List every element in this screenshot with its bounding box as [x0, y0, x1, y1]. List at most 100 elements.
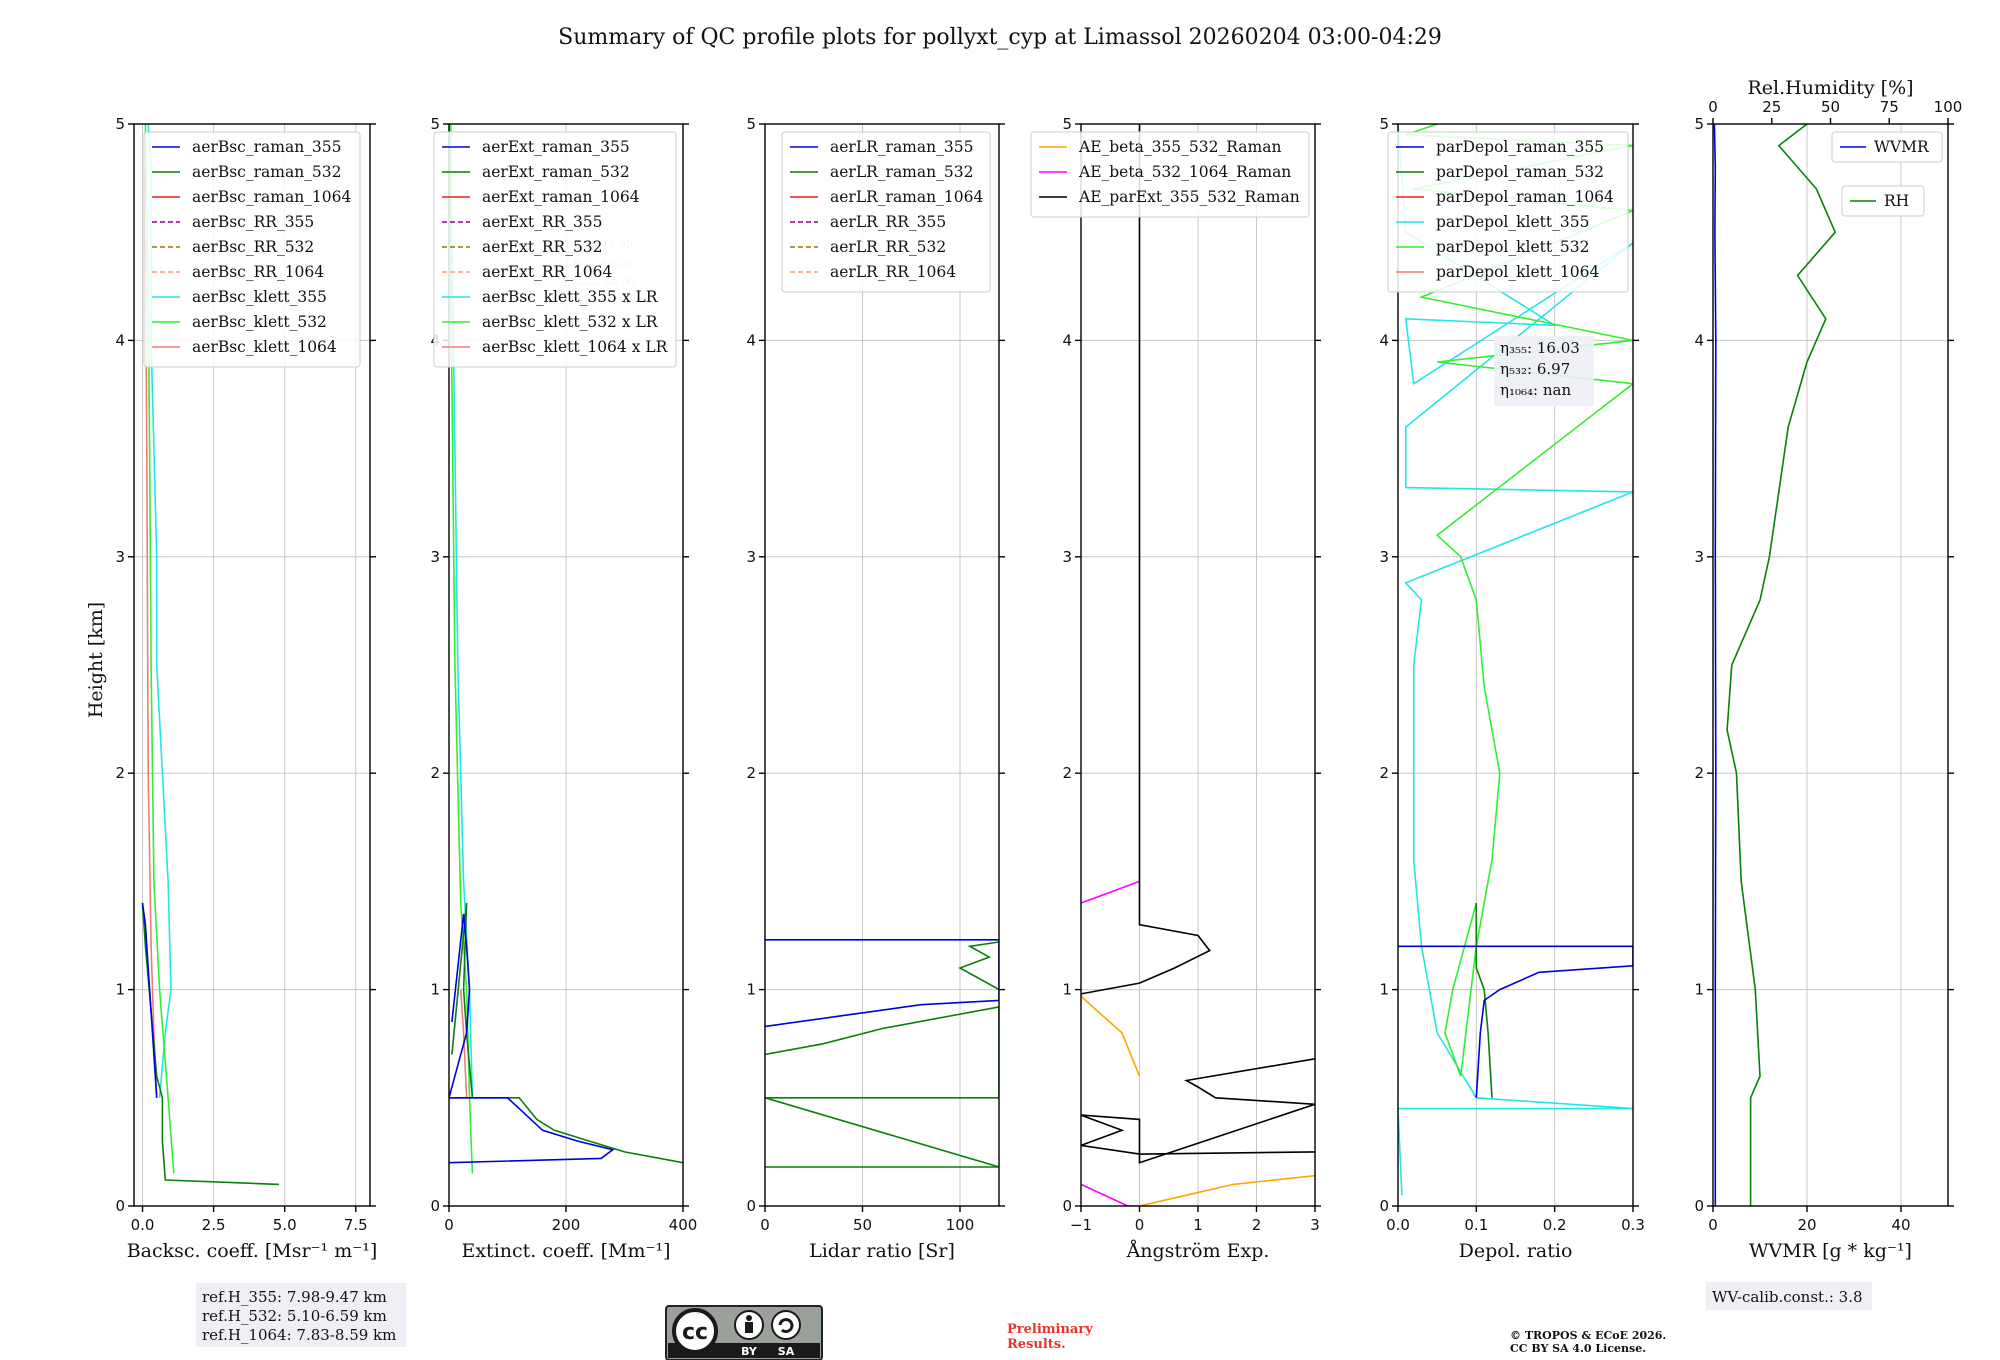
x-tick-label: 0.0: [1386, 1216, 1410, 1234]
y-tick-label: 0: [1062, 1197, 1072, 1215]
series-line-parDepol_raman_355: [1398, 945, 1633, 1098]
series-line-parDepol_raman_532: [1475, 903, 1493, 1098]
legend-label: aerExt_raman_355: [482, 138, 630, 156]
x-axis-label-ae: Ångström Exp.: [1126, 1240, 1270, 1262]
cc-sa-label: SA: [778, 1345, 795, 1358]
y-tick-label: 0: [746, 1197, 756, 1215]
panel-ext: 0123450200400Extinct. coeff. [Mm⁻¹]aerEx…: [430, 115, 697, 1262]
y-tick-label: 4: [1062, 331, 1072, 349]
y-tick-label: 3: [746, 548, 756, 566]
share-alike-icon: [771, 1310, 801, 1340]
y-tick-label: 1: [115, 981, 125, 999]
cc-logo-text: cc: [682, 1320, 708, 1345]
ref-height-1064: ref.H_1064: 7.83-8.59 km: [202, 1326, 396, 1344]
y-tick-label: 5: [1694, 115, 1704, 133]
eta-annotation: η₅₃₂: 6.97: [1500, 360, 1570, 378]
y-axis-label: Height [km]: [85, 602, 107, 718]
series-line-WVMR: [1713, 124, 1717, 1206]
legend-label: aerExt_RR_532: [482, 238, 603, 256]
x-tick-label: 5.0: [273, 1216, 297, 1234]
x-tick-label: 1: [1193, 1216, 1203, 1234]
legend-label: AE_parExt_355_532_Raman: [1078, 188, 1300, 206]
y-tick-label: 5: [1379, 115, 1389, 133]
y-tick-label: 0: [1694, 1197, 1704, 1215]
legend-label: aerExt_RR_355: [482, 213, 603, 231]
y-tick-label: 3: [1379, 548, 1389, 566]
legend-label: aerBsc_klett_532 x LR: [482, 313, 659, 331]
x-tick-label: 0: [1135, 1216, 1145, 1234]
top-x-tick-label: 0: [1708, 98, 1718, 116]
x-axis-label-bsc: Backsc. coeff. [Msr⁻¹ m⁻¹]: [127, 1240, 378, 1262]
series-line-aerLR_raman_532: [765, 1006, 999, 1168]
x-tick-label: 50: [853, 1216, 872, 1234]
attribution-icon-body: [745, 1322, 753, 1333]
y-tick-label: 0: [115, 1197, 125, 1215]
preliminary-note-line1: Preliminary: [1007, 1322, 1093, 1337]
axes-frame: [764, 123, 1000, 1207]
series-line-parDepol_klett_355: [1398, 124, 1633, 1196]
series-line-AE_beta_532_1064_Raman: [1081, 1183, 1140, 1206]
legend-label: aerLR_raman_532: [830, 163, 973, 181]
legend-label: AE_beta_532_1064_Raman: [1078, 163, 1291, 181]
legend-label: aerBsc_klett_355 x LR: [482, 288, 659, 306]
share-alike-icon-arc: [778, 1318, 794, 1333]
x-tick-label: 0.1: [1464, 1216, 1488, 1234]
x-axis-label-lr: Lidar ratio [Sr]: [809, 1240, 955, 1262]
ref-height-355: ref.H_355: 7.98-9.47 km: [202, 1288, 387, 1306]
legend-label: aerLR_raman_355: [830, 138, 973, 156]
legend-box: [1387, 131, 1629, 293]
legend-label: aerExt_raman_1064: [482, 188, 640, 206]
legend-label: parDepol_klett_355: [1436, 213, 1589, 231]
legend-label: aerBsc_klett_1064: [192, 338, 337, 356]
copyright-line1: © TROPOS & ECoE 2026.: [1510, 1329, 1666, 1342]
x-tick-label: 0: [760, 1216, 770, 1234]
x-tick-label: 400: [669, 1216, 698, 1234]
y-tick-label: 2: [430, 764, 440, 782]
legend-label: parDepol_raman_355: [1436, 138, 1604, 156]
y-tick-label: 0: [1379, 1197, 1389, 1215]
y-tick-label: 5: [1062, 115, 1072, 133]
series-line-AE_parExt_355_532_Raman_b: [1081, 124, 1211, 995]
attribution-icon-head: [746, 1315, 752, 1321]
figure-title: Summary of QC profile plots for pollyxt_…: [558, 25, 1442, 50]
legend-label: aerBsc_RR_355: [192, 213, 314, 231]
y-tick-label: 5: [430, 115, 440, 133]
y-tick-label: 3: [1062, 548, 1072, 566]
y-tick-label: 5: [746, 115, 756, 133]
series-line-RH: [1726, 124, 1837, 1206]
legend-label: RH: [1884, 192, 1909, 210]
legend-label: parDepol_klett_532: [1436, 238, 1589, 256]
wv-calib-const: WV-calib.const.: 3.8: [1712, 1288, 1863, 1306]
eta-annotation: η₃₅₅: 16.03: [1500, 339, 1580, 357]
series-line-AE_beta_355_532_Raman_b: [1081, 995, 1141, 1077]
panel-bsc: 0 1 2 3 4 5 0.0 2.5 5.0 7.5 Backsc. coeff. [Msr⁻¹ …: [115, 115, 635, 1262]
legend-label: parDepol_raman_1064: [1436, 188, 1614, 206]
x-tick-label: 0: [1708, 1216, 1718, 1234]
series-line-aerBsc_raman_355: [141, 902, 158, 1098]
y-tick-label: 1: [1062, 981, 1072, 999]
legend-label: aerExt_RR_1064: [482, 263, 613, 281]
legend-box: [1030, 131, 1310, 218]
x-tick-label: −1: [1070, 1216, 1092, 1234]
y-tick-label: 2: [746, 764, 756, 782]
y-tick-label: 3: [430, 548, 440, 566]
y-tick-label: 3: [1694, 548, 1704, 566]
series-line-AE_parExt_355_532_Raman: [1081, 1058, 1315, 1164]
x-axis-label-ext: Extinct. coeff. [Mm⁻¹]: [461, 1240, 670, 1262]
axes-frame: [1397, 123, 1634, 1207]
legend-label: parDepol_klett_1064: [1436, 263, 1599, 281]
x-axis-label-wv: WVMR [g * kg⁻¹]: [1749, 1240, 1912, 1262]
legend-label: aerBsc_raman_1064: [192, 188, 352, 206]
legend-label: aerExt_raman_532: [482, 163, 630, 181]
axes-frame: [133, 123, 371, 1207]
x-tick-label: 0.3: [1621, 1216, 1645, 1234]
y-tick-label: 1: [1379, 981, 1389, 999]
top-x-tick-label: 50: [1821, 98, 1840, 116]
y-tick-label: 2: [1694, 764, 1704, 782]
ref-height-background: [196, 1283, 406, 1347]
x-tick-label: 2: [1252, 1216, 1262, 1234]
legend-box: [781, 131, 991, 293]
legend-label: aerLR_RR_1064: [830, 263, 956, 281]
x-tick-label: 3: [1310, 1216, 1320, 1234]
